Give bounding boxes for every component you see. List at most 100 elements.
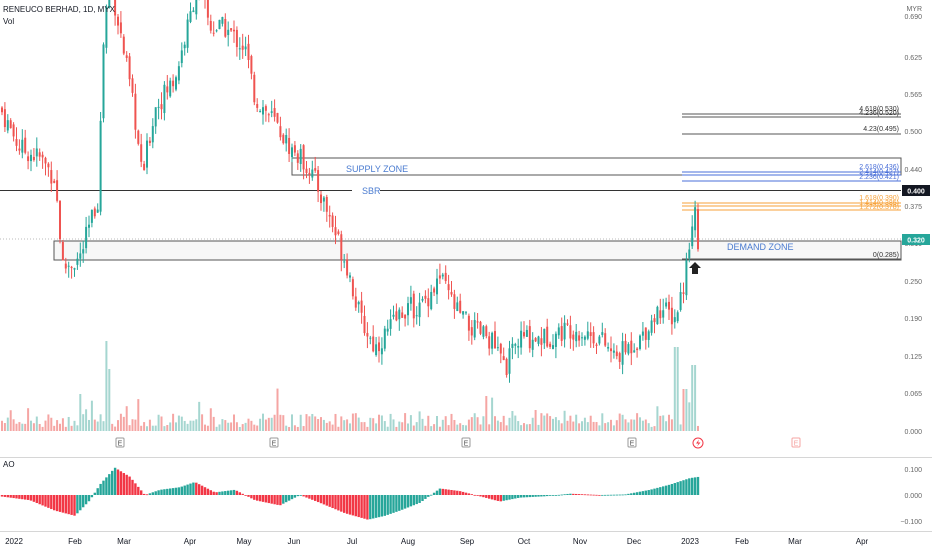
volume-bar xyxy=(444,416,447,431)
symbol-title[interactable]: RENEUCO BERHAD, 1D, MYX xyxy=(3,5,116,14)
volume-bar xyxy=(122,416,125,431)
earnings-marker[interactable] xyxy=(269,437,279,448)
candle-body xyxy=(662,310,665,318)
ao-bar xyxy=(76,495,79,514)
candle-body xyxy=(119,22,122,34)
volume-bar xyxy=(412,425,415,431)
candle-body xyxy=(656,306,659,325)
earnings-marker[interactable] xyxy=(791,437,801,448)
ao-bar xyxy=(169,488,172,495)
volume-bar xyxy=(88,419,90,431)
volume-bar xyxy=(317,419,320,431)
current-price-text: 0.320 xyxy=(907,238,925,245)
volume-bar xyxy=(235,422,238,431)
candle-body xyxy=(670,307,673,325)
ao-bar xyxy=(572,493,575,495)
volume-bar xyxy=(76,425,79,431)
candles xyxy=(1,0,699,383)
ao-bar xyxy=(334,495,337,510)
candle-body xyxy=(554,333,557,347)
volume-bar xyxy=(552,418,554,431)
ao-bar xyxy=(3,495,7,497)
volume-bar xyxy=(612,425,615,431)
arrow-up-icon[interactable] xyxy=(689,262,701,274)
ao-bar xyxy=(363,495,366,519)
ao-bar xyxy=(238,492,241,495)
ao-bar xyxy=(302,495,305,497)
candle-body xyxy=(528,326,531,349)
ao-bar xyxy=(406,495,410,508)
volume-bar xyxy=(264,419,267,431)
candle-body xyxy=(485,326,488,337)
candle-body xyxy=(610,348,612,352)
ao-bar xyxy=(563,494,566,496)
volume-bar xyxy=(514,415,517,431)
candle-body xyxy=(583,336,586,340)
volume-bar xyxy=(494,416,496,431)
ao-bar xyxy=(82,495,85,508)
candle-body xyxy=(694,207,697,231)
ao-bar xyxy=(662,486,665,495)
earnings-marker-label: E xyxy=(630,441,635,448)
volume-bar xyxy=(311,413,314,431)
supply-zone-box[interactable] xyxy=(291,157,902,176)
volume-bar xyxy=(502,415,505,431)
volume-bar xyxy=(511,411,514,431)
candle-body xyxy=(44,157,47,164)
ao-bar xyxy=(24,495,27,500)
candle-body xyxy=(169,80,172,97)
candle-body xyxy=(514,344,517,346)
volume-bar xyxy=(639,417,641,431)
candle-body xyxy=(82,249,85,254)
volume-bar xyxy=(337,426,340,431)
candle-body xyxy=(462,311,465,315)
earnings-marker[interactable] xyxy=(627,437,637,448)
volume-bar xyxy=(537,424,540,431)
fib-extension[interactable]: 4.618(0.530) 4.236(0.520) 4.23(0.495) 2.… xyxy=(682,106,901,260)
candle-body xyxy=(337,231,340,235)
volume-bar xyxy=(453,419,456,431)
volume-bar xyxy=(688,402,691,431)
volume-bar xyxy=(392,419,395,431)
candle-body xyxy=(99,120,102,212)
ao-bar xyxy=(473,494,476,496)
volume-bar xyxy=(151,425,154,431)
candle-body xyxy=(409,297,412,304)
ao-bar xyxy=(427,495,430,497)
ao-bar xyxy=(0,495,4,497)
candle-body xyxy=(3,109,6,128)
candle-body xyxy=(183,44,186,49)
ao-bar xyxy=(218,491,221,495)
volume-bar xyxy=(534,409,537,431)
ao-bar xyxy=(476,495,479,496)
ao-bar xyxy=(618,494,621,496)
candle-body xyxy=(311,169,314,178)
ao-tick-label: −0.100 xyxy=(900,519,922,526)
ao-bar xyxy=(44,495,47,507)
ao-bar xyxy=(96,488,99,495)
candle-body xyxy=(441,274,444,277)
candle-body xyxy=(467,315,470,331)
volume-bar xyxy=(195,419,198,431)
volume-bar xyxy=(314,416,317,431)
volume-bar xyxy=(50,417,53,431)
currency-label: MYR xyxy=(906,6,922,13)
candle-body xyxy=(653,318,656,323)
ao-bar xyxy=(314,495,317,501)
volume-bar xyxy=(299,414,302,431)
volume-bar xyxy=(647,423,650,431)
candle-body xyxy=(433,288,436,293)
earnings-marker[interactable] xyxy=(461,437,471,448)
volume-bar xyxy=(233,414,235,431)
ao-bar xyxy=(171,488,175,495)
volume-bar xyxy=(601,413,604,431)
volume-tick-label: 0.065 xyxy=(904,391,922,398)
earnings-marker[interactable] xyxy=(115,437,125,448)
ao-bar xyxy=(435,490,439,495)
ao-bar xyxy=(586,494,589,496)
ao-bar xyxy=(270,495,273,504)
ao-bar xyxy=(519,495,523,498)
time-tick-label: Mar xyxy=(788,537,802,546)
ao-bar xyxy=(537,495,540,497)
candle-body xyxy=(262,107,264,115)
